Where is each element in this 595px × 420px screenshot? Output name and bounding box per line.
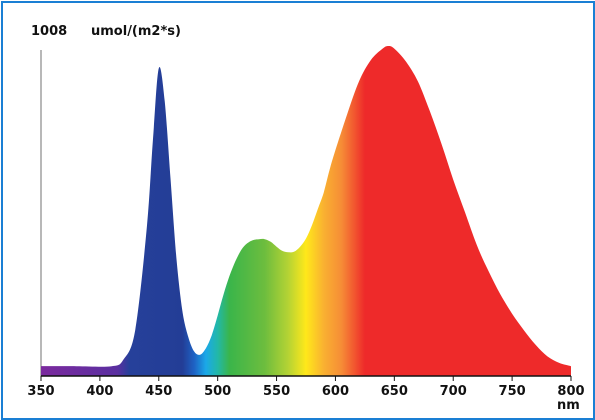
x-tick-label: 500 bbox=[204, 384, 231, 399]
x-tick-label: 600 bbox=[322, 384, 349, 399]
spectrum-area bbox=[41, 46, 571, 376]
x-tick-label: 450 bbox=[145, 384, 172, 399]
x-tick-label: 750 bbox=[499, 384, 526, 399]
x-axis-ticks: 350 400 450 500 550 600 650 700 750 800 bbox=[27, 376, 584, 399]
x-tick-label: 350 bbox=[27, 384, 54, 399]
x-tick-label: 650 bbox=[381, 384, 408, 399]
x-tick-label: 550 bbox=[263, 384, 290, 399]
x-tick-label: 800 bbox=[557, 384, 584, 399]
x-tick-label: 400 bbox=[86, 384, 113, 399]
x-tick-label: 700 bbox=[440, 384, 467, 399]
